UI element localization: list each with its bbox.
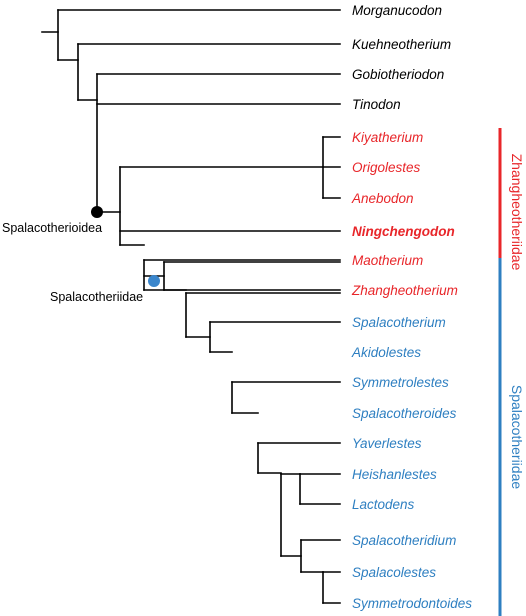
tree-branches (41, 9, 341, 604)
taxon-label-spalacotheroides: Spalacotheroides (352, 406, 457, 421)
taxon-label-morganucodon: Morganucodon (352, 3, 442, 18)
taxon-label-maotherium: Maotherium (352, 253, 423, 268)
taxon-label-zhangheotherium: Zhangheotherium (351, 283, 458, 298)
taxon-label-yaverlestes: Yaverlestes (352, 436, 422, 451)
taxon-label-heishanlestes: Heishanlestes (352, 467, 437, 482)
spalacotheriidae-clade-label: Spalacotheriidae (509, 385, 525, 490)
taxon-label-gobiotheriodon: Gobiotheriodon (352, 67, 444, 82)
taxon-labels: Morganucodon Kuehneotherium Gobiotheriodon… (351, 3, 472, 611)
taxon-label-anebodon: Anebodon (351, 191, 414, 206)
taxon-label-symmetrodontoides: Symmetrodontoides (352, 596, 472, 611)
taxon-label-ningchengodon: Ningchengodon (352, 224, 455, 239)
spalacotheriidae-node-marker (148, 275, 160, 287)
spalacotherioidea-node-marker (91, 206, 103, 218)
taxon-label-origolestes: Origolestes (352, 160, 421, 175)
taxon-label-spalacolestes: Spalacolestes (352, 565, 436, 580)
taxon-label-tinodon: Tinodon (352, 97, 401, 112)
taxon-label-lactodens: Lactodens (352, 497, 415, 512)
spalacotheriidae-node-label: Spalacotheriidae (50, 290, 143, 304)
taxon-label-spalacotheridium: Spalacotheridium (352, 533, 456, 548)
taxon-label-kuehneotherium: Kuehneotherium (352, 37, 451, 52)
taxon-label-symmetrolestes: Symmetrolestes (352, 375, 449, 390)
taxon-label-akidolestes: Akidolestes (351, 345, 421, 360)
spalacotherioidea-node-label: Spalacotherioidea (2, 221, 102, 235)
zhangheotheriidae-clade-label: Zhangheotheriidae (509, 154, 525, 271)
taxon-label-kiyatherium: Kiyatherium (352, 130, 423, 145)
taxon-label-spalacotherium: Spalacotherium (352, 315, 446, 330)
